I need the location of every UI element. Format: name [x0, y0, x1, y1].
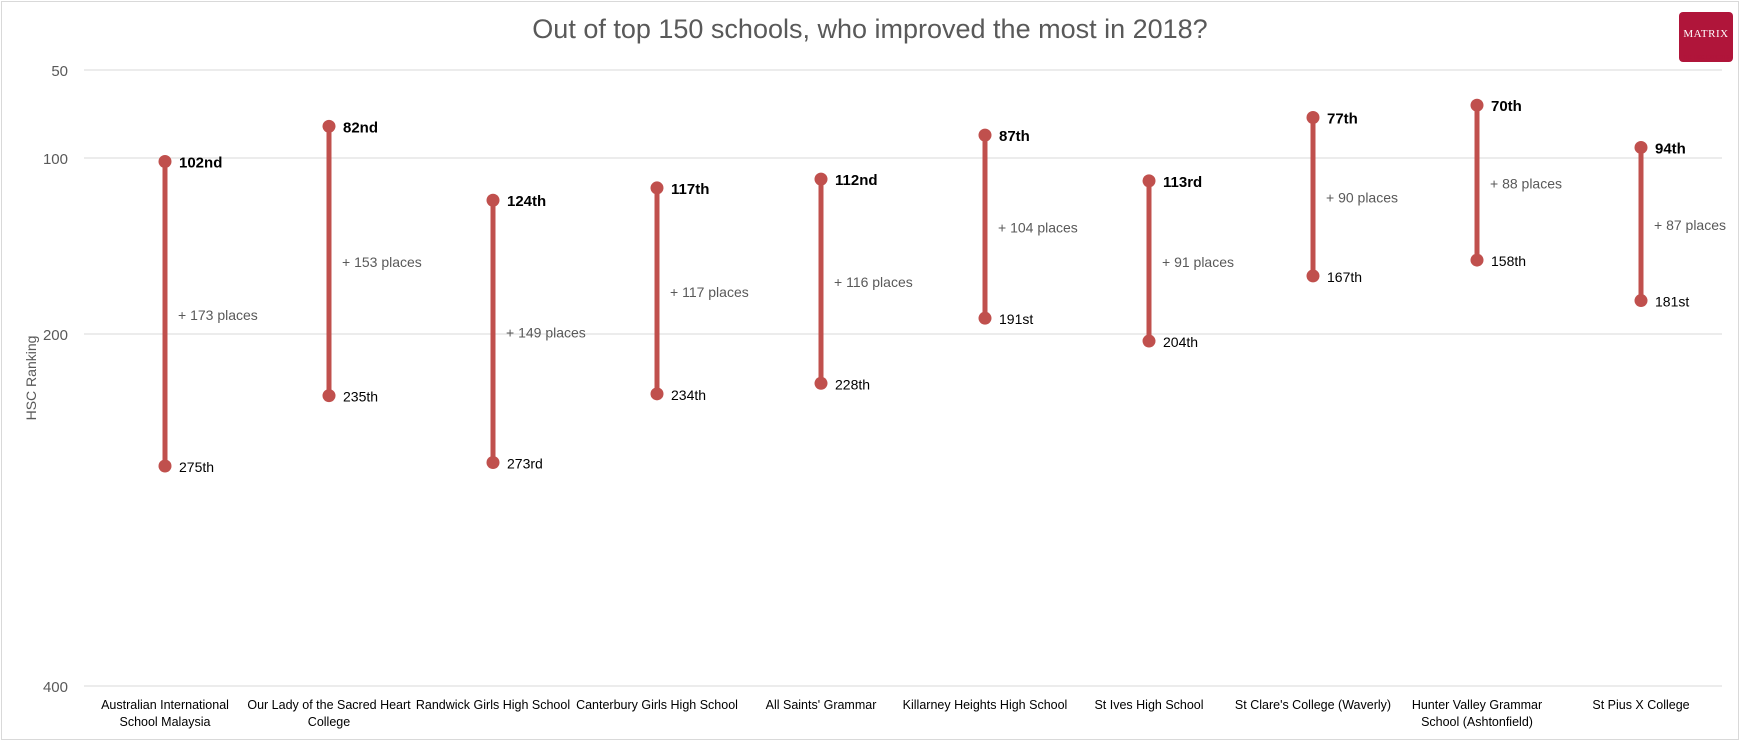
category-label: School Malaysia: [119, 715, 210, 729]
category-label: Australian International: [101, 698, 229, 712]
marker-2018: [486, 193, 500, 207]
rank-2018-label: 112nd: [835, 172, 878, 189]
category-label: Randwick Girls High School: [416, 698, 570, 712]
marker-2018: [978, 128, 992, 142]
marker-2018: [322, 119, 336, 133]
rank-2017-label: 228th: [835, 376, 870, 392]
rank-2017-label: 234th: [671, 387, 706, 403]
rank-2017-label: 273rd: [507, 455, 543, 471]
improvement-label: + 90 places: [1326, 190, 1398, 206]
category-label: St Ives High School: [1094, 698, 1203, 712]
category-label: Killarney Heights High School: [903, 698, 1068, 712]
rank-2017-label: 191st: [999, 311, 1033, 327]
marker-2018: [1142, 174, 1156, 188]
category-label: School (Ashtonfield): [1421, 715, 1533, 729]
marker-2017: [650, 387, 664, 401]
y-tick-label: 50: [51, 63, 68, 80]
marker-2017: [1470, 253, 1484, 267]
category-label: St Pius X College: [1592, 698, 1689, 712]
rank-2017-label: 235th: [343, 389, 378, 405]
y-tick-label: 100: [43, 151, 68, 168]
marker-2017: [1634, 294, 1648, 308]
marker-2018: [650, 181, 664, 195]
rank-2018-label: 70th: [1491, 98, 1522, 115]
rank-2017-label: 275th: [179, 459, 214, 475]
logo-tagline: THE HSC EXPERTS: [1682, 55, 1730, 61]
category-label: Our Lady of the Sacred Heart: [247, 698, 411, 712]
rank-2017-label: 204th: [1163, 334, 1198, 350]
improvement-label: + 104 places: [998, 220, 1078, 236]
rank-2018-label: 94th: [1655, 140, 1686, 157]
marker-2017: [978, 311, 992, 325]
logo-text: MATRIX: [1683, 28, 1729, 40]
marker-2017: [322, 389, 336, 403]
category-label: Canterbury Girls High School: [576, 698, 738, 712]
y-tick-label: 400: [43, 679, 68, 696]
marker-2018: [814, 172, 828, 186]
improvement-label: + 87 places: [1654, 217, 1726, 233]
marker-2017: [814, 376, 828, 390]
marker-2017: [1142, 334, 1156, 348]
category-label: College: [308, 715, 350, 729]
marker-2017: [158, 459, 172, 473]
rank-2017-label: 181st: [1655, 294, 1689, 310]
rank-2017-label: 167th: [1327, 269, 1362, 285]
marker-2017: [486, 455, 500, 469]
improvement-label: + 91 places: [1162, 254, 1234, 270]
improvement-label: + 117 places: [670, 284, 749, 300]
marker-2017: [1306, 269, 1320, 283]
marker-2018: [1634, 140, 1648, 154]
marker-2018: [158, 155, 172, 169]
rank-2018-label: 102nd: [179, 155, 222, 172]
improvement-label: + 173 places: [178, 307, 258, 323]
category-label: All Saints' Grammar: [766, 698, 877, 712]
category-label: St Clare's College (Waverly): [1235, 698, 1391, 712]
rank-2018-label: 117th: [671, 181, 709, 198]
improvement-label: + 153 places: [342, 254, 422, 270]
rank-2018-label: 124th: [507, 193, 546, 210]
category-label: Hunter Valley Grammar: [1412, 698, 1542, 712]
matrix-logo: MATRIX: [1679, 12, 1733, 62]
chart-title: Out of top 150 schools, who improved the…: [532, 14, 1208, 44]
improvement-label: + 149 places: [506, 324, 586, 340]
y-tick-label: 200: [43, 327, 68, 344]
rank-2018-label: 82nd: [343, 119, 378, 136]
rank-2018-label: 77th: [1327, 111, 1358, 128]
y-axis-label: HSC Ranking: [23, 336, 39, 421]
rank-2018-label: 87th: [999, 128, 1030, 145]
marker-2018: [1470, 98, 1484, 112]
rank-2018-label: 113rd: [1163, 174, 1202, 191]
improvement-label: + 116 places: [834, 274, 913, 290]
rank-2017-label: 158th: [1491, 253, 1526, 269]
marker-2018: [1306, 111, 1320, 125]
improvement-label: + 88 places: [1490, 176, 1562, 192]
